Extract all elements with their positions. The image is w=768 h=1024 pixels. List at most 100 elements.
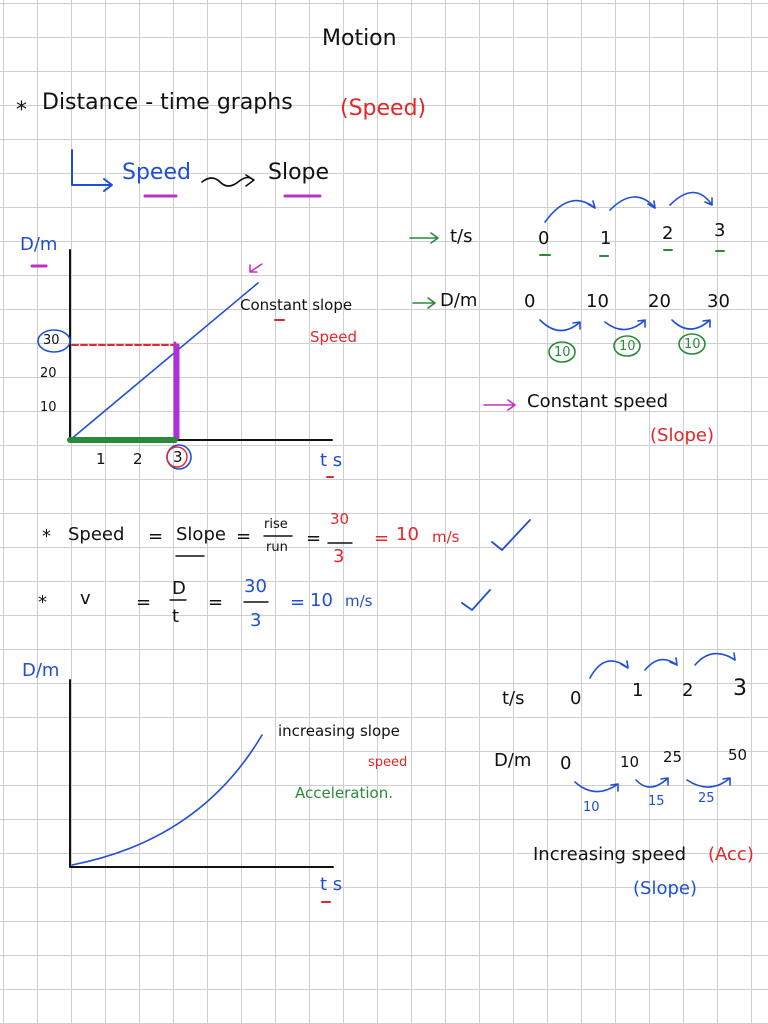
result: 10 <box>396 524 419 545</box>
time: 1 <box>600 228 612 249</box>
unit: m/s <box>432 528 460 546</box>
numerator: rise <box>264 517 288 532</box>
denominator: 3 <box>333 546 345 567</box>
denominator: t <box>172 606 180 627</box>
rise-line <box>173 341 180 442</box>
distance: 10 <box>586 291 609 312</box>
operator: = <box>306 528 322 549</box>
distance: 0 <box>524 291 536 312</box>
unit: m/s <box>345 592 373 610</box>
arrow <box>412 297 436 309</box>
arrow <box>483 399 516 411</box>
circle <box>548 341 576 363</box>
distance: 50 <box>728 746 748 764</box>
row-label: t/s <box>450 226 473 247</box>
distance: 10 <box>620 753 640 771</box>
time: 2 <box>682 680 694 701</box>
check-mark <box>461 519 531 611</box>
numerator: 30 <box>330 510 350 528</box>
distance: 0 <box>560 753 572 774</box>
distance: 25 <box>663 748 683 766</box>
heading-note: (Speed) <box>340 96 427 121</box>
conclusion: Increasing speed <box>533 844 687 865</box>
y-axis-label: D/m <box>20 234 58 255</box>
circle <box>678 333 706 355</box>
x-tick-label: 1 <box>96 450 106 468</box>
time: 0 <box>538 228 550 249</box>
y-axis-label: D/m <box>22 660 60 681</box>
term: v <box>80 588 91 609</box>
numerator: 30 <box>244 576 267 597</box>
term: Speed <box>68 524 125 545</box>
denominator: 3 <box>250 610 262 631</box>
circle <box>613 335 641 357</box>
difference: 10 <box>684 337 701 352</box>
operator: = <box>236 526 252 547</box>
title: Motion <box>322 26 397 51</box>
annotation-extra: Acceleration. <box>295 784 393 802</box>
line-plot <box>69 282 259 441</box>
heading: Distance - time graphs <box>42 90 293 115</box>
circle <box>166 446 188 468</box>
operator: = <box>148 526 164 547</box>
distance: 30 <box>707 291 730 312</box>
axes <box>69 679 334 868</box>
term: Slope <box>176 524 226 545</box>
operator: = <box>136 592 152 613</box>
y-tick-label: 20 <box>40 366 57 381</box>
annotation-note: speed <box>368 755 408 770</box>
underline <box>539 249 725 257</box>
subheading-to: Slope <box>268 160 330 185</box>
bullet: * <box>42 526 51 547</box>
diff-arrows <box>574 777 731 793</box>
conclusion-note: (Acc) <box>708 844 754 865</box>
bullet: * <box>38 592 47 613</box>
hook-arrow <box>71 149 113 192</box>
operator: = <box>374 528 390 549</box>
difference: 10 <box>583 800 600 815</box>
difference: 10 <box>554 345 571 360</box>
conclusion: Constant speed <box>527 391 669 412</box>
step-arrows <box>589 652 736 679</box>
difference: 15 <box>648 794 665 809</box>
y-tick-label: 10 <box>40 400 57 415</box>
conclusion-note: (Slope) <box>650 425 714 446</box>
squiggle-arrow <box>201 174 255 187</box>
time: 3 <box>714 220 726 241</box>
pointer <box>249 263 263 273</box>
subheading-from: Speed <box>122 160 191 185</box>
annotation-note: Speed <box>310 328 358 346</box>
underline <box>274 319 334 478</box>
difference: 10 <box>619 339 636 354</box>
result: 10 <box>310 590 333 611</box>
row-label: D/m <box>494 750 532 771</box>
row-label: D/m <box>440 290 478 311</box>
difference: 25 <box>698 791 715 806</box>
conclusion-extra: (Slope) <box>633 878 697 899</box>
time: 2 <box>662 223 674 244</box>
circle <box>37 329 71 353</box>
curve-plot <box>71 734 263 866</box>
step-arrows <box>544 191 713 223</box>
underline <box>30 194 322 268</box>
arrow <box>409 232 439 244</box>
diff-arrows <box>539 319 711 332</box>
bullet: * <box>16 98 27 123</box>
x-axis-label: t s <box>320 874 343 895</box>
fraction-bar <box>169 535 353 603</box>
x-tick-label: 2 <box>133 450 143 468</box>
row-label: t/s <box>502 688 525 709</box>
time: 1 <box>632 680 644 701</box>
denominator: run <box>266 540 288 555</box>
time: 3 <box>733 676 747 701</box>
operator: = <box>290 592 306 613</box>
numerator: D <box>172 578 186 599</box>
x-axis-label: t s <box>320 450 343 471</box>
x-tick-label: 3 <box>173 448 183 466</box>
annotation: increasing slope <box>278 722 400 740</box>
time: 0 <box>570 688 582 709</box>
operator: = <box>208 592 224 613</box>
annotation: Constant slope <box>240 296 353 314</box>
